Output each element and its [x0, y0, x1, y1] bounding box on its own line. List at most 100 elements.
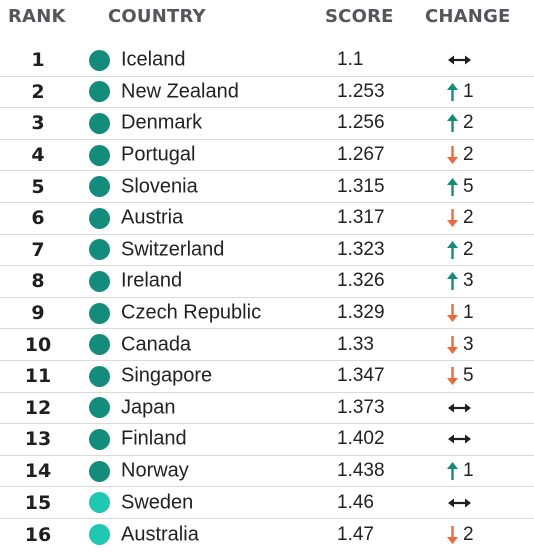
- change-cell: [447, 428, 472, 450]
- table-header: RANK COUNTRY SCORE CHANGE: [0, 0, 534, 36]
- country-dot-icon: [89, 207, 110, 229]
- country-dot-icon: [89, 365, 110, 387]
- rank-cell: 10: [24, 333, 52, 356]
- table-row: 9 Czech Republic 1.329 1: [0, 298, 534, 330]
- country-name: Portugal: [121, 143, 196, 166]
- table-row: 13 Finland 1.402: [0, 424, 534, 456]
- change-amount: 2: [463, 523, 474, 545]
- rank-cell: 8: [31, 270, 45, 293]
- country-name: New Zealand: [121, 80, 239, 103]
- change-cell: 2: [447, 207, 474, 229]
- score-cell: 1.253: [337, 80, 385, 102]
- change-amount: 3: [463, 333, 474, 355]
- change-amount: 5: [463, 175, 474, 197]
- score-cell: 1.1: [337, 49, 364, 71]
- change-amount: 2: [463, 112, 474, 134]
- country-dot-icon: [89, 397, 110, 419]
- change-cell: 5: [447, 176, 474, 198]
- change-cell: 1: [447, 81, 474, 103]
- change-amount: 5: [463, 365, 474, 387]
- country-column-header: COUNTRY: [108, 6, 206, 27]
- change-amount: 1: [463, 80, 474, 102]
- country-name: Czech Republic: [121, 301, 262, 324]
- table-body: 1 Iceland 1.1 2 New Zealand 1.253 1 3 Denmark 1.2…: [0, 45, 534, 551]
- change-cell: 1: [447, 460, 474, 482]
- score-cell: 1.317: [337, 207, 385, 229]
- change-cell: 3: [447, 334, 474, 356]
- up-arrow-icon: [447, 177, 458, 196]
- score-cell: 1.373: [337, 396, 385, 418]
- country-dot-icon: [89, 334, 110, 356]
- country-dot-icon: [89, 302, 110, 324]
- country-dot-icon: [89, 524, 110, 546]
- horizontal-double-arrow-icon: [447, 432, 472, 446]
- country-dot-icon: [89, 112, 110, 134]
- score-cell: 1.438: [337, 460, 385, 482]
- country-name: Australia: [121, 523, 199, 546]
- country-dot-icon: [89, 270, 110, 292]
- table-row: 6 Austria 1.317 2: [0, 203, 534, 235]
- rank-cell: 6: [31, 207, 45, 230]
- change-amount: 1: [463, 460, 474, 482]
- country-dot-icon: [89, 49, 110, 71]
- country-name: Finland: [121, 427, 187, 450]
- rank-cell: 4: [31, 144, 45, 167]
- score-cell: 1.315: [337, 175, 385, 197]
- country-name: Ireland: [121, 269, 183, 292]
- country-name: Japan: [121, 396, 176, 419]
- change-cell: [447, 49, 472, 71]
- horizontal-double-arrow-icon: [447, 496, 472, 510]
- change-cell: 2: [447, 144, 474, 166]
- up-arrow-icon: [447, 240, 458, 259]
- country-name: Austria: [121, 206, 184, 229]
- table-row: 4 Portugal 1.267 2: [0, 140, 534, 172]
- down-arrow-icon: [447, 335, 458, 354]
- score-cell: 1.326: [337, 270, 385, 292]
- score-cell: 1.402: [337, 428, 385, 450]
- country-dot-icon: [89, 239, 110, 261]
- horizontal-double-arrow-icon: [447, 53, 472, 67]
- score-cell: 1.33: [337, 333, 374, 355]
- change-cell: [447, 492, 472, 514]
- down-arrow-icon: [447, 304, 458, 323]
- country-dot-icon: [89, 176, 110, 198]
- change-cell: 1: [447, 302, 474, 324]
- country-name: Singapore: [121, 364, 213, 387]
- change-cell: 3: [447, 270, 474, 292]
- country-name: Slovenia: [121, 175, 198, 198]
- rank-cell: 13: [24, 428, 52, 451]
- change-column-header: CHANGE: [425, 6, 511, 27]
- up-arrow-icon: [447, 114, 458, 133]
- change-amount: 3: [463, 270, 474, 292]
- table-row: 8 Ireland 1.326 3: [0, 266, 534, 298]
- change-cell: 2: [447, 239, 474, 261]
- rank-cell: 1: [31, 49, 45, 72]
- country-name: Sweden: [121, 491, 194, 514]
- rank-cell: 14: [24, 460, 52, 483]
- table-row: 12 Japan 1.373: [0, 393, 534, 425]
- rank-cell: 3: [31, 112, 45, 135]
- rank-column-header: RANK: [8, 6, 66, 27]
- change-amount: 2: [463, 207, 474, 229]
- country-dot-icon: [89, 428, 110, 450]
- up-arrow-icon: [447, 462, 458, 481]
- country-name: Canada: [121, 333, 192, 356]
- down-arrow-icon: [447, 146, 458, 165]
- country-dot-icon: [89, 460, 110, 482]
- rank-cell: 15: [24, 491, 52, 514]
- down-arrow-icon: [447, 367, 458, 386]
- country-name: Switzerland: [121, 238, 225, 261]
- rank-cell: 7: [31, 238, 45, 261]
- score-cell: 1.46: [337, 491, 374, 513]
- horizontal-double-arrow-icon: [447, 401, 472, 415]
- rank-cell: 16: [24, 523, 52, 546]
- table-row: 10 Canada 1.33 3: [0, 329, 534, 361]
- rank-cell: 12: [24, 396, 52, 419]
- table-row: 16 Australia 1.47 2: [0, 519, 534, 551]
- table-row: 14 Norway 1.438 1: [0, 456, 534, 488]
- score-column-header: SCORE: [325, 6, 394, 27]
- country-name: Denmark: [121, 111, 203, 134]
- score-cell: 1.329: [337, 302, 385, 324]
- table-row: 2 New Zealand 1.253 1: [0, 77, 534, 109]
